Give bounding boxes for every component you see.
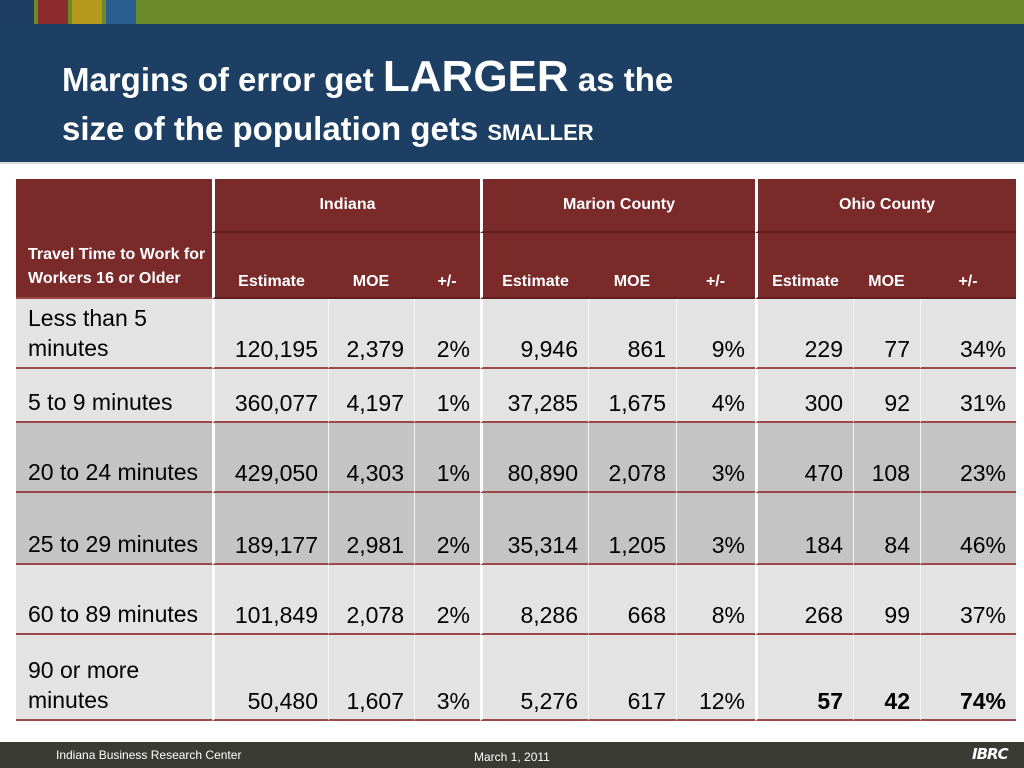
- cell-estimate: 229: [755, 299, 853, 369]
- row-label: 90 or more minutes: [16, 635, 212, 721]
- cell-estimate: 360,077: [212, 369, 328, 423]
- cell-percent: 3%: [676, 493, 755, 565]
- table-row: 60 to 89 minutes 101,849 2,078 2% 8,286 668 8%…: [16, 565, 1016, 635]
- subheader-percent: +/-: [414, 233, 480, 299]
- top-color-band: [0, 0, 1024, 24]
- cell-estimate: 189,177: [212, 493, 328, 565]
- table-row: 20 to 24 minutes 429,050 4,303 1% 80,890 2,07…: [16, 423, 1016, 493]
- cell-percent: 12%: [676, 635, 755, 721]
- subheader-percent: +/-: [920, 233, 1016, 299]
- cell-moe: 1,205: [588, 493, 676, 565]
- cell-moe: 617: [588, 635, 676, 721]
- cell-moe: 2,078: [328, 565, 414, 635]
- margin-of-error-table: Travel Time to Work for Workers 16 or Ol…: [16, 179, 1016, 721]
- cell-estimate: 80,890: [480, 423, 588, 493]
- cell-percent: 34%: [920, 299, 1016, 369]
- title-emphasis-smaller: SMALLER: [487, 120, 594, 145]
- cell-percent: 4%: [676, 369, 755, 423]
- slide-title: Margins of error get LARGER as the size …: [62, 52, 962, 157]
- row-header-label: Travel Time to Work for Workers 16 or Ol…: [16, 179, 212, 299]
- cell-moe: 108: [853, 423, 920, 493]
- cell-estimate: 300: [755, 369, 853, 423]
- title-part2: as the: [568, 61, 674, 98]
- cell-moe: 668: [588, 565, 676, 635]
- cell-moe: 861: [588, 299, 676, 369]
- title-banner: [0, 24, 1024, 162]
- title-part1: Margins of error get: [62, 61, 383, 98]
- group-header-indiana: Indiana: [212, 179, 480, 233]
- cell-estimate: 37,285: [480, 369, 588, 423]
- cell-percent: 3%: [414, 635, 480, 721]
- table-row: Less than 5 minutes 120,195 2,379 2% 9,946 86…: [16, 299, 1016, 369]
- group-header-ohio-county: Ohio County: [755, 179, 1016, 233]
- footer-organization: Indiana Business Research Center: [56, 748, 242, 762]
- cell-percent: 31%: [920, 369, 1016, 423]
- gold-swatch: [72, 0, 102, 24]
- cell-moe: 1,607: [328, 635, 414, 721]
- row-label: 60 to 89 minutes: [16, 565, 212, 635]
- ibrc-logo: IBRC: [972, 745, 1009, 763]
- subheader-moe: MOE: [328, 233, 414, 299]
- group-header-marion-county: Marion County: [480, 179, 755, 233]
- subheader-estimate: Estimate: [480, 233, 588, 299]
- subheader-percent: +/-: [676, 233, 755, 299]
- row-label: 25 to 29 minutes: [16, 493, 212, 565]
- table-row: 5 to 9 minutes 360,077 4,197 1% 37,285 1,675 4…: [16, 369, 1016, 423]
- cell-percent: 2%: [414, 565, 480, 635]
- subheader-estimate: Estimate: [755, 233, 853, 299]
- cell-moe: 42: [853, 635, 920, 721]
- row-label: 5 to 9 minutes: [16, 369, 212, 423]
- subheader-moe: MOE: [853, 233, 920, 299]
- cell-estimate: 120,195: [212, 299, 328, 369]
- subheader-moe: MOE: [588, 233, 676, 299]
- cell-estimate: 470: [755, 423, 853, 493]
- cell-percent: 46%: [920, 493, 1016, 565]
- blue-swatch: [106, 0, 136, 24]
- cell-moe: 1,675: [588, 369, 676, 423]
- cell-percent: 8%: [676, 565, 755, 635]
- cell-estimate: 50,480: [212, 635, 328, 721]
- cell-percent: 1%: [414, 369, 480, 423]
- subheader-estimate: Estimate: [212, 233, 328, 299]
- cell-moe: 99: [853, 565, 920, 635]
- cell-estimate: 5,276: [480, 635, 588, 721]
- table-row: 90 or more minutes 50,480 1,607 3% 5,276 617 1…: [16, 635, 1016, 721]
- title-divider: [0, 162, 1024, 164]
- cell-percent: 37%: [920, 565, 1016, 635]
- row-label: 20 to 24 minutes: [16, 423, 212, 493]
- row-label: Less than 5 minutes: [16, 299, 212, 369]
- cell-percent: 9%: [676, 299, 755, 369]
- cell-moe: 84: [853, 493, 920, 565]
- navy-swatch: [0, 0, 34, 24]
- cell-percent: 3%: [676, 423, 755, 493]
- cell-moe: 92: [853, 369, 920, 423]
- footer-bar: Indiana Business Research Center March 1…: [0, 742, 1024, 768]
- cell-percent: 2%: [414, 299, 480, 369]
- cell-estimate: 57: [755, 635, 853, 721]
- red-swatch: [38, 0, 68, 24]
- cell-percent: 1%: [414, 423, 480, 493]
- title-part3: size of the population gets: [62, 110, 488, 147]
- cell-estimate: 9,946: [480, 299, 588, 369]
- cell-moe: 2,379: [328, 299, 414, 369]
- cell-estimate: 35,314: [480, 493, 588, 565]
- cell-moe: 2,078: [588, 423, 676, 493]
- cell-estimate: 268: [755, 565, 853, 635]
- cell-percent: 23%: [920, 423, 1016, 493]
- cell-estimate: 8,286: [480, 565, 588, 635]
- cell-percent: 74%: [920, 635, 1016, 721]
- cell-percent: 2%: [414, 493, 480, 565]
- footer-date: March 1, 2011: [474, 750, 550, 764]
- cell-moe: 2,981: [328, 493, 414, 565]
- cell-moe: 77: [853, 299, 920, 369]
- cell-estimate: 429,050: [212, 423, 328, 493]
- cell-moe: 4,303: [328, 423, 414, 493]
- cell-estimate: 184: [755, 493, 853, 565]
- table-row: 25 to 29 minutes 189,177 2,981 2% 35,314 1,20…: [16, 493, 1016, 565]
- cell-moe: 4,197: [328, 369, 414, 423]
- cell-estimate: 101,849: [212, 565, 328, 635]
- title-emphasis-larger: LARGER: [382, 52, 569, 101]
